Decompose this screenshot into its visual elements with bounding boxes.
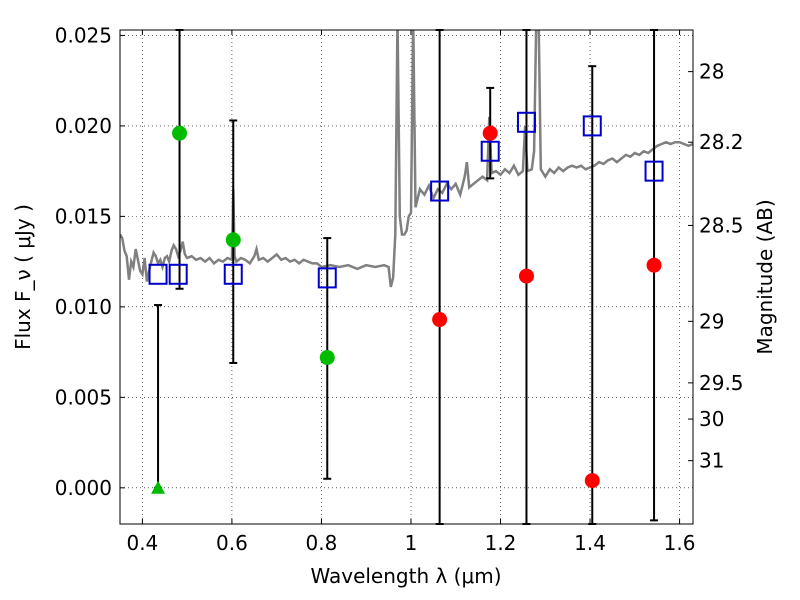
model-square-point bbox=[582, 115, 602, 137]
right-tick-label: 28.5 bbox=[699, 213, 744, 237]
grid bbox=[120, 30, 693, 524]
model-square-point bbox=[317, 267, 337, 289]
right-tick-label: 30 bbox=[699, 407, 724, 431]
x-tick-label: 1.4 bbox=[574, 531, 606, 555]
plot-area bbox=[120, 29, 693, 525]
model-square-point bbox=[430, 180, 450, 202]
observed-circle-point bbox=[319, 350, 335, 366]
observed-circle-point bbox=[172, 125, 188, 141]
y-tick-label: 0.020 bbox=[55, 114, 112, 138]
model-square-point bbox=[516, 111, 536, 133]
right-axis-label: Magnitude (AB) bbox=[753, 199, 777, 354]
observed-circle-point bbox=[482, 125, 498, 141]
observed-circle-point bbox=[584, 473, 600, 489]
y-tick-label: 0.005 bbox=[55, 385, 112, 409]
right-tick-label: 28 bbox=[699, 60, 724, 84]
right-tick-label: 29.5 bbox=[699, 371, 744, 395]
upper-limit-triangle bbox=[151, 480, 166, 494]
x-tick-label: 1.2 bbox=[485, 531, 517, 555]
right-tick-label: 29 bbox=[699, 309, 724, 333]
right-tick-label: 31 bbox=[699, 449, 724, 473]
ticks: 0.4 0.6 0.8 1 1.2 1.4 1.6 0.000 0.005 0.010 0.015 0… bbox=[55, 23, 744, 555]
y-tick-label: 0.015 bbox=[55, 204, 112, 228]
y-tick-label: 0.000 bbox=[55, 476, 112, 500]
x-tick-label: 0.4 bbox=[126, 531, 158, 555]
model-square-point bbox=[168, 263, 188, 285]
observed-circle-point bbox=[432, 312, 448, 328]
y-tick-label: 0.010 bbox=[55, 295, 112, 319]
observed-circle-point bbox=[225, 232, 241, 248]
observed-circle-point bbox=[646, 257, 662, 273]
right-tick-label: 28.2 bbox=[699, 130, 744, 154]
y-axis-label: Flux F_ν ( μJy ) bbox=[11, 204, 35, 350]
observed-circle-point bbox=[518, 268, 534, 284]
model-square-point bbox=[644, 160, 664, 182]
x-tick-label: 0.8 bbox=[306, 531, 338, 555]
x-tick-label: 1.6 bbox=[664, 531, 696, 555]
model-square-point bbox=[148, 263, 168, 285]
y-tick-label: 0.025 bbox=[55, 23, 112, 47]
spectrum-line bbox=[120, 30, 693, 288]
model-square-point bbox=[223, 263, 243, 285]
model-square-point bbox=[480, 140, 500, 162]
x-tick-label: 0.6 bbox=[216, 531, 248, 555]
x-tick-label: 1 bbox=[405, 531, 418, 555]
x-axis-label: Wavelength λ (μm) bbox=[310, 564, 501, 588]
plot-frame bbox=[119, 29, 694, 525]
